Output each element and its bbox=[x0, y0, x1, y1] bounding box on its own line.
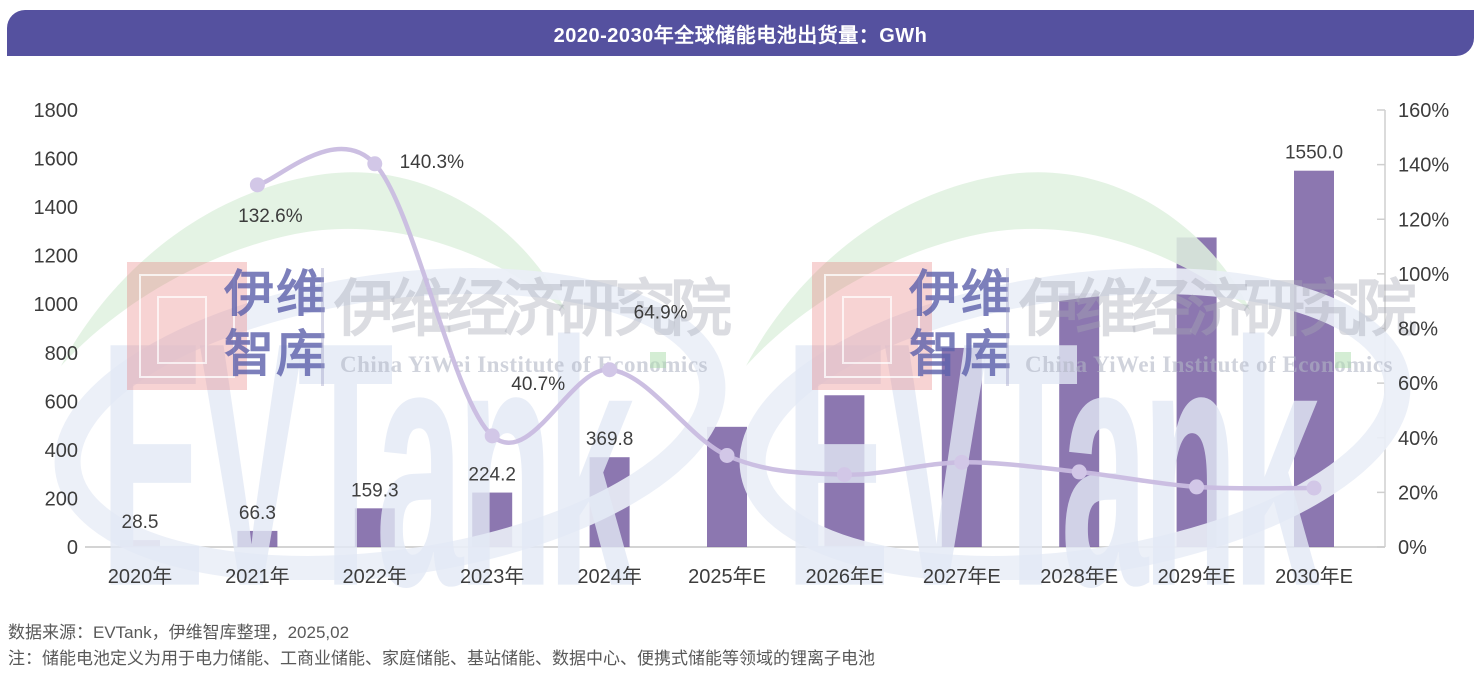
x-axis-label: 2020年 bbox=[108, 565, 173, 588]
right-axis-label: 100% bbox=[1398, 264, 1449, 286]
x-axis-label: 2024年 bbox=[577, 565, 642, 588]
growth-value-label: 140.3% bbox=[400, 152, 465, 173]
x-axis-label: 2030年E bbox=[1275, 565, 1353, 588]
right-axis-label: 140% bbox=[1398, 155, 1449, 177]
left-axis-label: 1400 bbox=[34, 197, 79, 219]
x-axis-label: 2027年E bbox=[923, 565, 1001, 588]
growth-value-label: 132.6% bbox=[238, 206, 303, 227]
growth-value-label: 64.9% bbox=[634, 303, 688, 324]
bar-value-label: 224.2 bbox=[468, 465, 516, 486]
bar-value-label: 66.3 bbox=[239, 503, 276, 524]
right-axis-label: 60% bbox=[1398, 373, 1438, 395]
bar-value-label: 28.5 bbox=[122, 512, 159, 533]
x-axis-label: 2021年 bbox=[225, 565, 290, 588]
x-axis-label: 2022年 bbox=[343, 565, 408, 588]
left-axis-label: 1600 bbox=[34, 149, 79, 171]
growth-line-marker bbox=[1071, 464, 1087, 480]
bar-value-label: 159.3 bbox=[351, 480, 399, 501]
growth-line-marker bbox=[954, 454, 970, 470]
bar-value-label: 1550.0 bbox=[1285, 143, 1343, 164]
x-axis-label: 2028年E bbox=[1040, 565, 1118, 588]
right-axis-label: 0% bbox=[1398, 537, 1427, 559]
line-labels-canvas: 0 200 400 600 800 1000 1200 1400 1600 1800 0% 20% 40… bbox=[34, 100, 1450, 588]
left-axis-label: 600 bbox=[45, 391, 78, 413]
x-axis-label: 2029年E bbox=[1158, 565, 1236, 588]
growth-line-marker bbox=[602, 362, 618, 378]
x-axis-label: 2025年E bbox=[688, 565, 766, 588]
chart-title-bar: 2020-2030年全球储能电池出货量：GWh bbox=[7, 10, 1474, 56]
left-axis-label: 1800 bbox=[34, 100, 79, 122]
definition-note: 注：储能电池定义为用于电力储能、工商业储能、家庭储能、基站储能、数据中心、便携式… bbox=[8, 649, 875, 668]
data-source-note: 数据来源：EVTank，伊维智库整理，2025,02 bbox=[8, 623, 350, 642]
growth-line-marker bbox=[484, 428, 500, 444]
left-axis-label: 0 bbox=[67, 537, 78, 559]
chart-title: 2020-2030年全球储能电池出货量：GWh bbox=[553, 24, 928, 47]
bar-value-label: 369.8 bbox=[586, 429, 634, 450]
growth-line-marker bbox=[1306, 480, 1322, 496]
x-axis-label: 2026年E bbox=[805, 565, 883, 588]
left-axis-label: 1000 bbox=[34, 294, 79, 316]
growth-line-marker bbox=[1189, 479, 1205, 495]
growth-line bbox=[255, 146, 1317, 491]
growth-line-marker bbox=[836, 467, 852, 483]
left-axis-label: 1200 bbox=[34, 246, 79, 268]
left-axis-label: 200 bbox=[45, 488, 78, 510]
left-axis-label: 400 bbox=[45, 440, 78, 462]
growth-line-marker bbox=[249, 177, 265, 193]
growth-line-marker bbox=[719, 448, 735, 464]
right-axis-label: 80% bbox=[1398, 319, 1438, 341]
growth-line-marker bbox=[367, 156, 383, 172]
x-axis-label: 2023年 bbox=[460, 565, 525, 588]
right-axis-label: 40% bbox=[1398, 428, 1438, 450]
right-axis-label: 120% bbox=[1398, 209, 1449, 231]
right-axis-label: 160% bbox=[1398, 100, 1449, 122]
growth-value-label: 40.7% bbox=[511, 374, 565, 395]
left-axis-label: 800 bbox=[45, 343, 78, 365]
right-axis-label: 20% bbox=[1398, 482, 1438, 504]
